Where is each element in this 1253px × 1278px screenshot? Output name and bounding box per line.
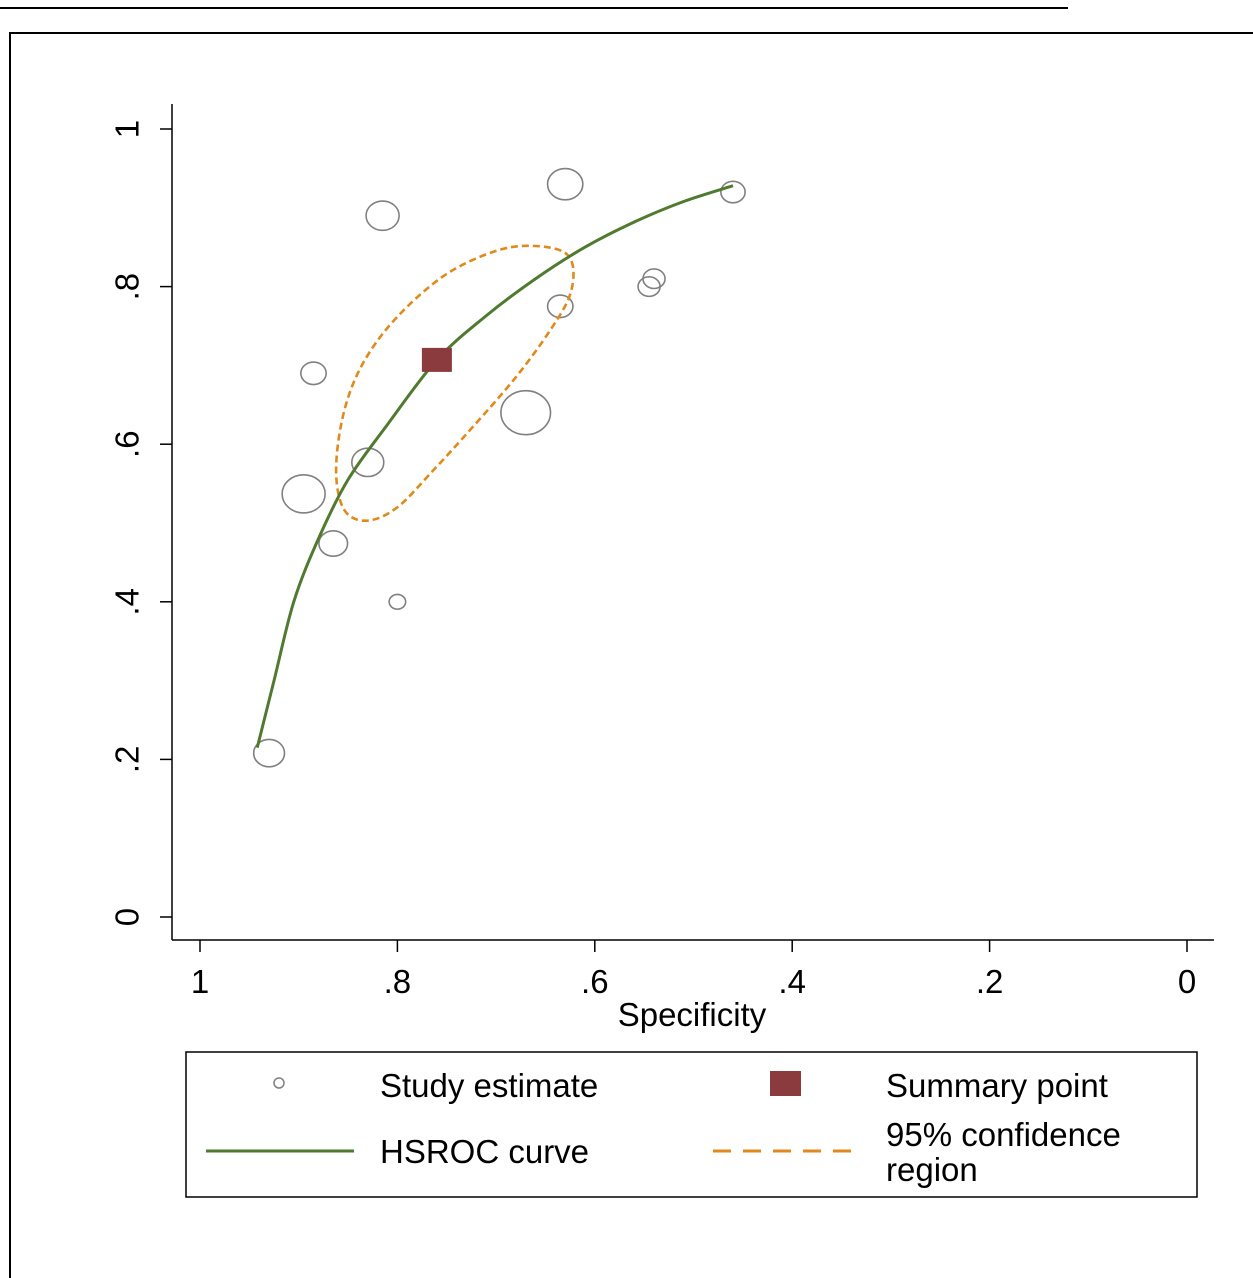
plot-area <box>252 167 746 768</box>
x-axis-label: Specificity <box>618 996 767 1033</box>
study-estimate-point <box>281 473 326 514</box>
legend-summary-point-icon <box>770 1071 801 1096</box>
study-estimate-point <box>546 167 584 201</box>
confidence-region-outline <box>334 244 575 523</box>
study-estimate-point <box>388 593 407 610</box>
x-tick-label: .6 <box>581 963 609 1000</box>
legend-confidence-region-label-line1: 95% confidence <box>886 1116 1121 1153</box>
legend: Study estimate Summary point HSROC curve… <box>185 1051 1198 1198</box>
study-estimate-point <box>318 529 349 557</box>
x-tick-label: .4 <box>778 963 806 1000</box>
legend-confidence-region-label-line2: region <box>886 1151 978 1188</box>
y-axis-ticks: 0 .2 .4 .6 .8 1 <box>109 120 172 926</box>
legend-summary-point-label: Summary point <box>886 1067 1108 1104</box>
study-estimate-point <box>637 276 661 298</box>
legend-hsroc-curve-label: HSROC curve <box>380 1133 589 1170</box>
study-estimate-point <box>252 738 286 768</box>
y-tick-label: .2 <box>109 746 146 774</box>
study-estimate-point <box>720 180 746 204</box>
study-estimate-point <box>546 294 574 319</box>
hsroc-curve-line <box>255 184 734 748</box>
study-estimate-point <box>365 200 400 232</box>
y-tick-label: .4 <box>109 588 146 616</box>
x-axis-ticks: 1 .8 .6 .4 .2 0 <box>191 940 1196 1000</box>
summary-point-marker <box>421 347 452 372</box>
x-tick-label: 0 <box>1178 963 1196 1000</box>
study-estimate-point <box>300 361 327 386</box>
y-tick-label: .6 <box>109 430 146 458</box>
y-tick-label: 1 <box>109 120 146 138</box>
legend-study-estimate-icon <box>273 1077 285 1089</box>
y-tick-label: .8 <box>109 273 146 301</box>
x-tick-label: .8 <box>384 963 412 1000</box>
legend-study-estimate-label: Study estimate <box>380 1067 598 1104</box>
study-estimate-point <box>500 389 552 436</box>
legend-box <box>185 1051 1198 1198</box>
x-tick-label: .2 <box>976 963 1004 1000</box>
study-estimate-point <box>351 447 385 478</box>
study-estimate-point <box>642 268 666 290</box>
y-tick-label: 0 <box>109 908 146 926</box>
x-tick-label: 1 <box>191 963 209 1000</box>
